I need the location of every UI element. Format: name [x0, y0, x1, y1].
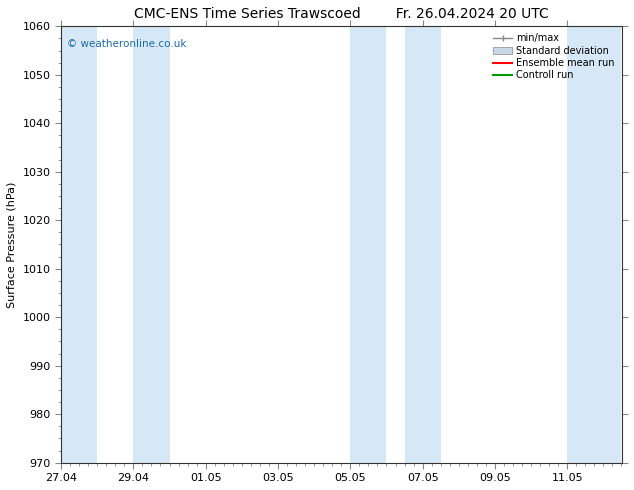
Text: © weatheronline.co.uk: © weatheronline.co.uk: [67, 39, 186, 49]
Bar: [133, 26, 169, 463]
Bar: [567, 26, 621, 463]
Bar: [61, 26, 97, 463]
Title: CMC-ENS Time Series Trawscoed        Fr. 26.04.2024 20 UTC: CMC-ENS Time Series Trawscoed Fr. 26.04.…: [134, 7, 548, 21]
Bar: [351, 26, 387, 463]
Y-axis label: Surface Pressure (hPa): Surface Pressure (hPa): [7, 181, 17, 308]
Bar: [404, 26, 441, 463]
Legend: min/max, Standard deviation, Ensemble mean run, Controll run: min/max, Standard deviation, Ensemble me…: [491, 31, 617, 82]
